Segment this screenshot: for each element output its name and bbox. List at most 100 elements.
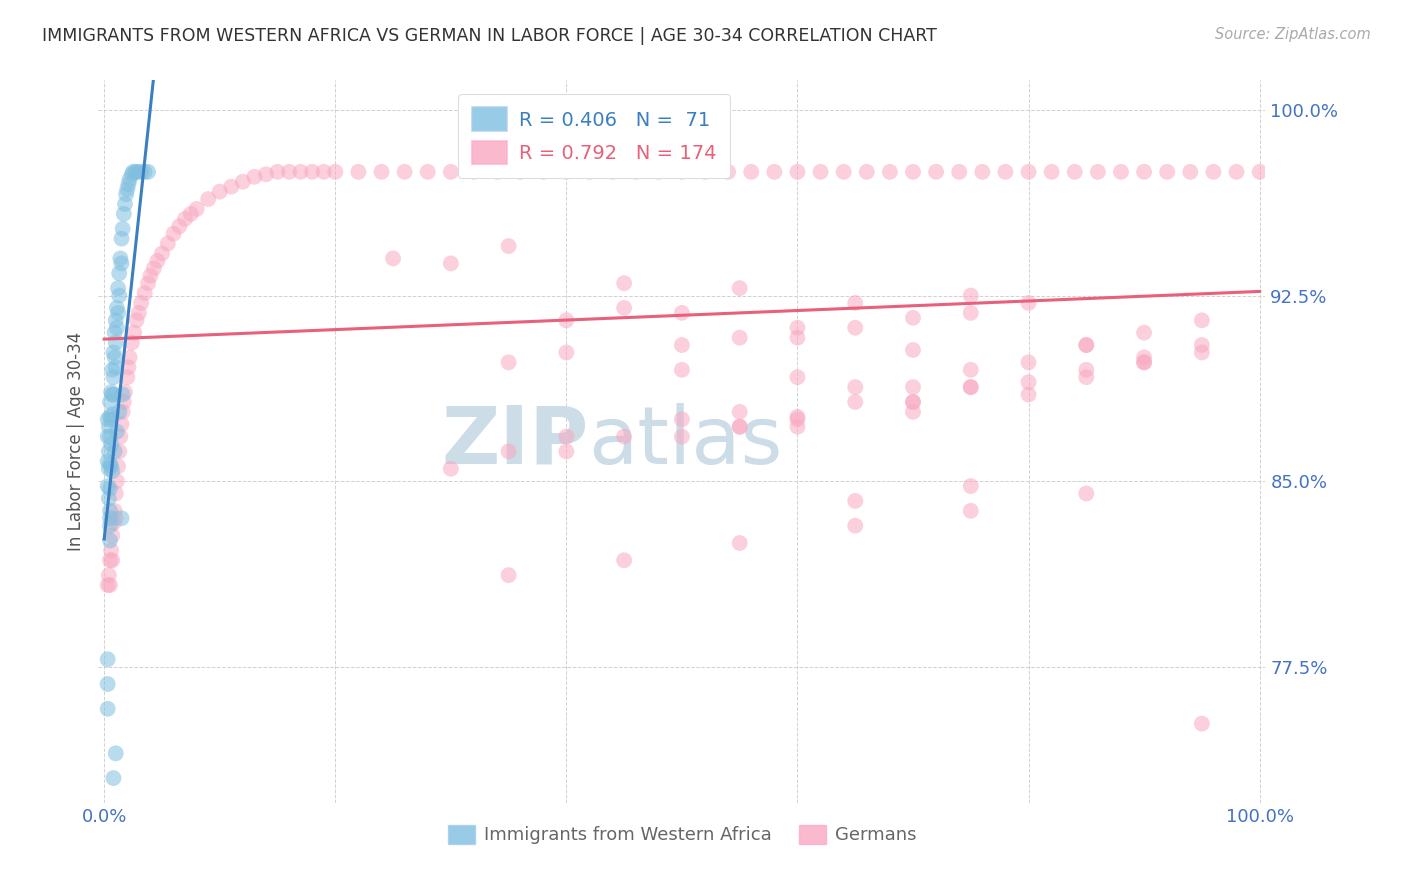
Point: [959, 363, 981, 377]
Point: [613, 276, 636, 290]
Point: [1225, 165, 1247, 179]
Point: [150, 246, 173, 260]
Text: ZIP: ZIP: [441, 402, 589, 481]
Point: [97, 652, 120, 666]
Point: [101, 387, 124, 401]
Point: [879, 165, 901, 179]
Point: [671, 412, 693, 426]
Point: [118, 351, 141, 365]
Point: [1191, 313, 1213, 327]
Point: [105, 320, 128, 334]
Point: [100, 437, 122, 451]
Point: [440, 462, 463, 476]
Point: [104, 444, 127, 458]
Point: [97, 444, 120, 458]
Point: [127, 165, 149, 179]
Point: [555, 444, 578, 458]
Point: [671, 338, 693, 352]
Point: [578, 165, 600, 179]
Point: [97, 462, 120, 476]
Point: [786, 419, 808, 434]
Point: [97, 412, 120, 426]
Point: [972, 165, 994, 179]
Point: [382, 252, 405, 266]
Point: [111, 221, 134, 235]
Point: [114, 385, 136, 400]
Point: [139, 268, 162, 283]
Point: [1018, 387, 1040, 401]
Point: [169, 219, 191, 234]
Point: [208, 185, 231, 199]
Point: [110, 875, 132, 889]
Point: [121, 335, 143, 350]
Point: [117, 360, 139, 375]
Point: [602, 165, 624, 179]
Point: [1133, 165, 1156, 179]
Point: [97, 429, 120, 443]
Point: [1133, 326, 1156, 340]
Point: [1109, 165, 1132, 179]
Legend: Immigrants from Western Africa, Germans: Immigrants from Western Africa, Germans: [440, 818, 924, 852]
Point: [129, 165, 152, 179]
Point: [101, 553, 124, 567]
Point: [498, 239, 520, 253]
Point: [786, 412, 808, 426]
Point: [693, 165, 716, 179]
Point: [104, 486, 127, 500]
Point: [114, 821, 136, 835]
Point: [1133, 351, 1156, 365]
Point: [370, 165, 392, 179]
Point: [959, 380, 981, 394]
Point: [97, 578, 120, 592]
Point: [104, 335, 127, 350]
Point: [100, 412, 122, 426]
Point: [266, 165, 288, 179]
Point: [786, 409, 808, 424]
Point: [728, 330, 751, 344]
Point: [1076, 338, 1098, 352]
Point: [110, 252, 132, 266]
Point: [1191, 345, 1213, 359]
Point: [1156, 165, 1178, 179]
Point: [128, 306, 150, 320]
Point: [115, 187, 138, 202]
Point: [136, 276, 159, 290]
Point: [855, 165, 877, 179]
Point: [104, 326, 127, 340]
Point: [728, 536, 751, 550]
Point: [901, 395, 924, 409]
Point: [97, 419, 120, 434]
Point: [121, 167, 143, 181]
Point: [107, 306, 129, 320]
Point: [323, 165, 346, 179]
Point: [105, 425, 128, 439]
Point: [844, 296, 866, 310]
Point: [671, 429, 693, 443]
Point: [111, 808, 134, 822]
Point: [98, 482, 121, 496]
Point: [994, 165, 1017, 179]
Point: [136, 165, 159, 179]
Point: [101, 464, 124, 478]
Point: [104, 747, 127, 761]
Point: [416, 165, 439, 179]
Point: [108, 444, 131, 458]
Point: [108, 405, 131, 419]
Point: [101, 528, 124, 542]
Point: [108, 288, 131, 302]
Point: [844, 494, 866, 508]
Point: [925, 165, 948, 179]
Point: [1018, 165, 1040, 179]
Point: [1087, 165, 1109, 179]
Point: [901, 395, 924, 409]
Point: [97, 479, 120, 493]
Point: [107, 850, 129, 864]
Point: [810, 165, 832, 179]
Point: [1249, 165, 1271, 179]
Point: [107, 281, 129, 295]
Point: [117, 182, 139, 196]
Point: [786, 370, 808, 384]
Point: [394, 165, 416, 179]
Point: [98, 578, 121, 592]
Point: [1076, 363, 1098, 377]
